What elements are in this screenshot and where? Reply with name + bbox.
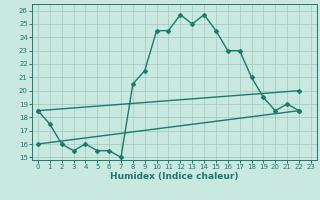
X-axis label: Humidex (Indice chaleur): Humidex (Indice chaleur) [110,172,239,181]
